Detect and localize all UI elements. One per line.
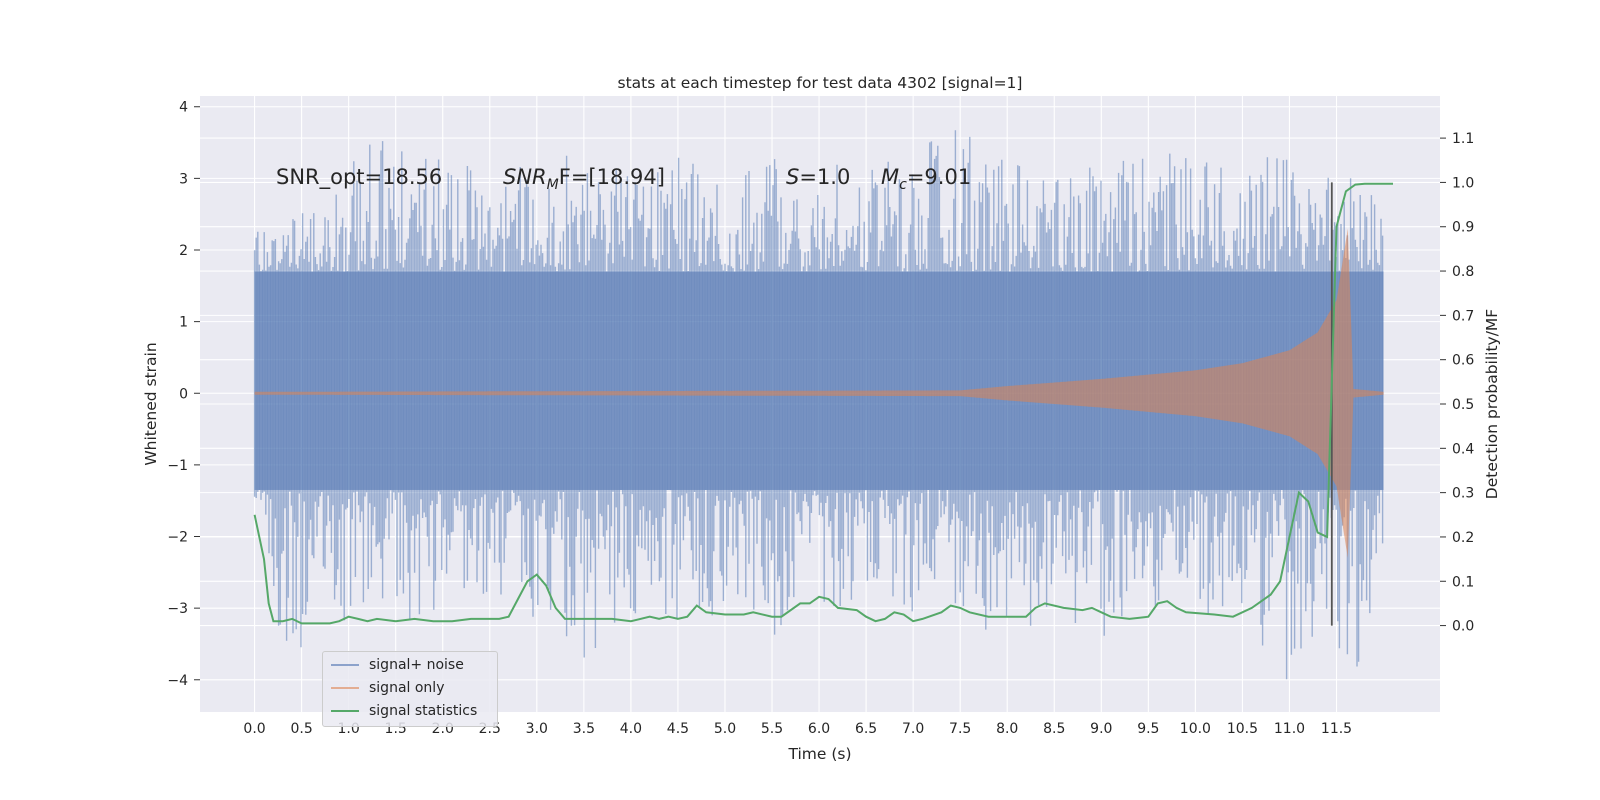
y2-tick-label: 0.7	[1452, 308, 1474, 324]
x-tick-label: 9.5	[1137, 721, 1159, 737]
y2-tick-label: 0.3	[1452, 486, 1474, 502]
annotation-s: S=1.0	[786, 165, 850, 189]
axis-ticks: 0.0 0.5 1.0 1.5 2.0 2.5 3.0 3.5 4.0 4.5 5.0 5.5 6.0 6…	[167, 100, 1474, 737]
x-tick-label: 11.5	[1321, 721, 1352, 737]
y2-tick-label: 0.9	[1452, 220, 1474, 236]
x-tick-label: 6.0	[808, 721, 830, 737]
legend-swatch-signal-only	[331, 687, 359, 689]
x-tick-label: 7.5	[949, 721, 971, 737]
signal-only-envelope	[254, 228, 1384, 558]
annotation-snr-opt: SNR_opt=18.56	[276, 165, 442, 190]
x-tick-label: 4.0	[620, 721, 642, 737]
y2-tick-label: 0.4	[1452, 441, 1474, 457]
legend-item-signal-noise: signal+ noise	[331, 655, 464, 675]
legend-label: signal only	[369, 680, 445, 696]
y-tick-label: −3	[167, 601, 188, 617]
x-tick-label: 5.0	[714, 721, 736, 737]
x-tick-label: 0.5	[290, 721, 312, 737]
y2-tick-label: 0.5	[1452, 397, 1474, 413]
x-tick-label: 0.0	[243, 721, 265, 737]
legend-swatch-signal-noise	[331, 664, 359, 666]
annotation-snr-mf: SNRMF=[18.94]	[503, 165, 665, 193]
y-tick-label: −4	[167, 673, 188, 689]
legend-item-signal-statistics: signal statistics	[331, 701, 477, 721]
y-tick-label: 4	[179, 100, 188, 116]
y-tick-label: −2	[167, 530, 188, 546]
x-tick-label: 7.0	[902, 721, 924, 737]
y2-tick-label: 0.0	[1452, 619, 1474, 635]
y2-tick-label: 0.1	[1452, 574, 1474, 590]
signal-statistics-series	[253, 182, 1393, 625]
y-axis-label: Whitened strain	[142, 342, 160, 465]
legend-label: signal statistics	[369, 703, 478, 719]
legend-swatch-signal-statistics	[331, 710, 359, 712]
x-tick-label: 11.0	[1274, 721, 1305, 737]
x-axis-label: Time (s)	[787, 745, 851, 763]
y2-tick-label: 0.2	[1452, 530, 1474, 546]
signal-only-series	[254, 228, 1384, 558]
y-tick-label: 0	[179, 386, 188, 402]
y-tick-label: 3	[179, 171, 188, 187]
x-tick-label: 3.5	[573, 721, 595, 737]
chart-title: stats at each timestep for test data 430…	[618, 74, 1023, 92]
y2-axis-label: Detection probability/MF	[1483, 309, 1501, 500]
x-tick-label: 8.0	[996, 721, 1018, 737]
y2-tick-label: 1.1	[1452, 131, 1474, 147]
y2-tick-label: 0.6	[1452, 353, 1474, 369]
x-tick-label: 9.0	[1090, 721, 1112, 737]
x-tick-label: 5.5	[761, 721, 783, 737]
signal-statistics-line	[253, 182, 1393, 625]
legend-label: signal+ noise	[369, 657, 464, 673]
y-tick-label: 2	[179, 243, 188, 259]
x-tick-label: 6.5	[855, 721, 877, 737]
legend: signal+ noise signal only signal statist…	[322, 651, 498, 727]
y-tick-label: −1	[167, 458, 188, 474]
x-tick-label: 10.5	[1227, 721, 1258, 737]
x-tick-label: 4.5	[667, 721, 689, 737]
x-tick-label: 10.0	[1180, 721, 1211, 737]
y2-tick-label: 0.8	[1452, 264, 1474, 280]
x-tick-label: 8.5	[1043, 721, 1065, 737]
legend-item-signal-only: signal only	[331, 678, 444, 698]
y-tick-label: 1	[179, 315, 188, 331]
y2-tick-label: 1.0	[1452, 175, 1474, 191]
x-tick-label: 3.0	[526, 721, 548, 737]
annotation-mc: Mc=9.01	[881, 165, 971, 193]
